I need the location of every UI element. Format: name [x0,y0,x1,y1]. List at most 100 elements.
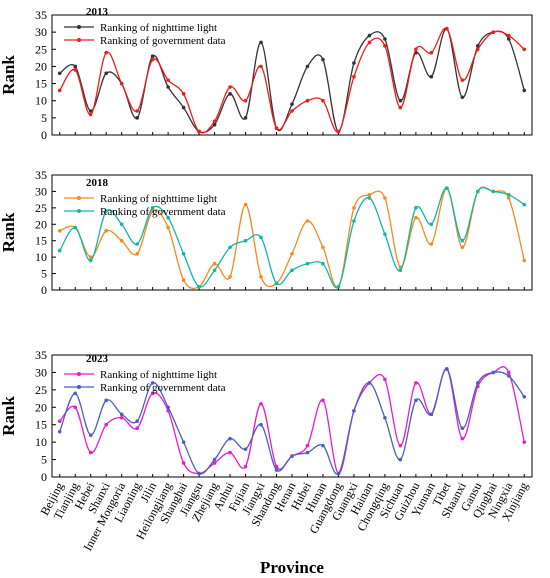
data-point [228,245,232,250]
data-point [135,252,139,256]
data-point [429,222,434,227]
y-tick-label: 20 [35,217,47,231]
data-point [228,436,232,441]
data-point [243,447,248,451]
y-tick-label: 20 [35,59,47,73]
data-point [321,98,325,103]
data-point [212,122,217,127]
data-point [383,232,387,236]
data-point [383,37,387,41]
data-point [352,408,356,413]
data-point [321,398,325,403]
data-point [367,196,372,200]
data-point [57,88,62,93]
panel-label: 2018 [86,177,109,189]
data-point [119,238,124,243]
legend-marker [77,372,81,376]
data-point [119,81,124,86]
data-point [398,457,403,462]
y-tick-label: 30 [35,25,47,39]
data-point [135,109,139,113]
data-point [212,268,217,273]
data-point [522,202,527,207]
data-point [321,57,325,62]
data-point [336,284,341,289]
data-point [166,225,170,230]
y-axis-label: Rank [0,55,18,95]
data-point [522,440,527,444]
data-point [460,95,465,100]
legend-entry: Ranking of nighttime light [100,369,217,381]
data-point [352,206,356,210]
data-point [383,415,387,420]
data-point [476,381,480,385]
data-point [506,33,511,38]
data-point [135,242,139,246]
data-point [57,71,62,76]
data-point [445,367,449,371]
data-point [181,92,186,96]
data-point [104,398,108,403]
data-point [352,61,356,65]
data-point [398,268,403,273]
y-tick-label: 30 [35,184,47,198]
data-point [212,261,217,266]
data-point [414,215,418,220]
data-point [321,245,325,250]
data-point [135,426,139,431]
data-point [290,109,294,113]
data-point [506,196,511,200]
data-point [352,219,356,223]
y-axis-label: Rank [0,212,18,252]
data-point [228,450,232,455]
data-point [73,225,78,230]
data-point [290,268,294,273]
data-point [460,436,465,441]
y-tick-label: 35 [35,168,47,182]
data-point [57,229,62,233]
data-point [181,440,186,444]
data-point [104,422,108,427]
x-axis-label: Province [260,558,324,577]
data-point [321,443,325,448]
data-point [243,116,248,120]
data-point [88,255,93,259]
data-point [150,206,155,210]
data-point [305,450,310,455]
data-point [166,85,170,89]
data-point [429,412,434,417]
data-point [135,116,139,120]
data-point [429,50,434,55]
y-tick-label: 10 [35,250,47,264]
data-point [150,391,155,396]
data-point [414,398,418,403]
data-point [57,429,62,434]
data-point [181,105,186,110]
data-point [88,258,93,263]
panel-label: 2013 [86,6,109,18]
y-tick-label: 20 [35,400,47,414]
data-point [73,68,78,72]
data-point [414,47,418,52]
data-point [57,248,62,253]
data-point [259,275,263,279]
data-point [491,30,496,34]
data-point [522,88,527,93]
data-point [259,64,263,69]
legend-entry: Ranking of nighttime light [100,193,217,205]
chart-panel-2013: 0 5 10 15 20 25 30 35 Rank 2013 Ranking of nightti… [0,6,533,142]
data-point [398,443,403,448]
legend-marker [77,196,81,200]
data-point [506,37,511,41]
data-point [367,381,372,385]
data-point [88,450,93,455]
legend-marker [77,25,81,29]
data-point [104,50,108,55]
legend-marker [77,385,81,389]
data-point [228,92,232,96]
legend-entry: Ranking of government data [100,35,226,47]
data-point [150,54,155,58]
data-point [352,74,356,79]
data-point [274,281,279,286]
